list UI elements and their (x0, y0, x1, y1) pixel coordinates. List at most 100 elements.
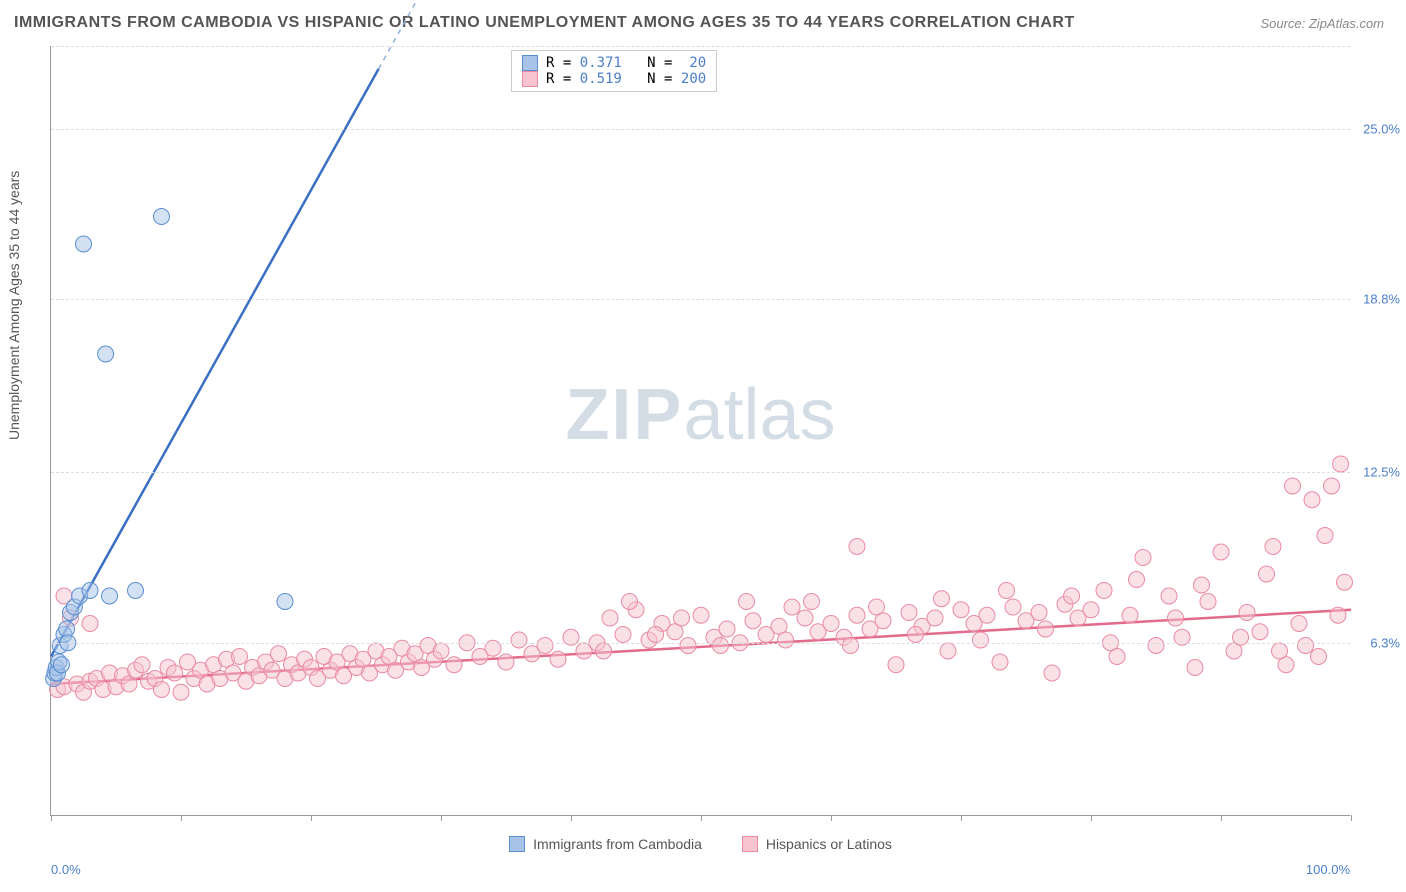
x-tick-mark (1351, 815, 1352, 821)
x-tick-mark (1091, 815, 1092, 821)
data-point (973, 632, 989, 648)
data-point (784, 599, 800, 615)
data-point (622, 594, 638, 610)
data-point (1187, 660, 1203, 676)
source-attribution: Source: ZipAtlas.com (1260, 16, 1384, 31)
data-point (1213, 544, 1229, 560)
data-point (128, 583, 144, 599)
data-point (615, 627, 631, 643)
data-point (797, 610, 813, 626)
trend-line-cambodia (51, 69, 379, 657)
data-point (1239, 605, 1255, 621)
data-point (1285, 478, 1301, 494)
swatch-hispanic-icon (742, 836, 758, 852)
x-tick-mark (571, 815, 572, 821)
x-tick-label: 100.0% (1306, 862, 1350, 877)
y-tick-label: 6.3% (1352, 635, 1400, 650)
data-point (232, 649, 248, 665)
data-point (648, 627, 664, 643)
data-point (953, 602, 969, 618)
data-point (550, 651, 566, 667)
data-point (1311, 649, 1327, 665)
data-point (992, 654, 1008, 670)
legend-series: Immigrants from Cambodia Hispanics or La… (51, 836, 1350, 855)
data-point (1148, 638, 1164, 654)
data-point (908, 627, 924, 643)
grid-line (51, 129, 1350, 130)
x-tick-mark (311, 815, 312, 821)
data-point (999, 583, 1015, 599)
data-point (154, 209, 170, 225)
data-point (134, 657, 150, 673)
y-tick-label: 25.0% (1352, 121, 1400, 136)
data-point (76, 236, 92, 252)
data-point (778, 632, 794, 648)
data-point (1304, 492, 1320, 508)
data-point (674, 610, 690, 626)
data-point (596, 643, 612, 659)
data-point (1161, 588, 1177, 604)
legend-item-cambodia: Immigrants from Cambodia (509, 836, 702, 852)
swatch-cambodia-icon (509, 836, 525, 852)
data-point (1083, 602, 1099, 618)
data-point (1096, 583, 1112, 599)
data-point (433, 643, 449, 659)
data-point (1330, 607, 1346, 623)
data-point (901, 605, 917, 621)
data-point (537, 638, 553, 654)
data-point (940, 643, 956, 659)
y-tick-label: 12.5% (1352, 465, 1400, 480)
data-point (511, 632, 527, 648)
x-tick-mark (441, 815, 442, 821)
data-point (82, 616, 98, 632)
grid-line (51, 643, 1350, 644)
x-tick-mark (701, 815, 702, 821)
plot-area: ZIPatlas R = 0.371 N = 20 R = 0.519 N = … (50, 46, 1350, 816)
data-point (979, 607, 995, 623)
grid-line (51, 299, 1350, 300)
trend-line-cambodia-dashed (379, 0, 506, 69)
data-point (167, 665, 183, 681)
chart-title: IMMIGRANTS FROM CAMBODIA VS HISPANIC OR … (14, 14, 1075, 32)
data-point (843, 638, 859, 654)
data-point (1122, 607, 1138, 623)
data-point (888, 657, 904, 673)
data-point (804, 594, 820, 610)
data-point (98, 346, 114, 362)
x-tick-label: 0.0% (51, 862, 81, 877)
data-point (1298, 638, 1314, 654)
data-point (1005, 599, 1021, 615)
data-point (271, 646, 287, 662)
data-point (1337, 574, 1353, 590)
data-point (680, 638, 696, 654)
data-point (1031, 605, 1047, 621)
plot-svg (51, 46, 1350, 815)
data-point (1324, 478, 1340, 494)
data-point (1259, 566, 1275, 582)
y-tick-label: 18.8% (1352, 292, 1400, 307)
data-point (934, 591, 950, 607)
x-tick-mark (181, 815, 182, 821)
y-axis-label: Unemployment Among Ages 35 to 44 years (6, 171, 22, 440)
data-point (446, 657, 462, 673)
data-point (739, 594, 755, 610)
legend-label-hispanic: Hispanics or Latinos (766, 836, 892, 852)
data-point (1291, 616, 1307, 632)
data-point (1194, 577, 1210, 593)
data-point (1252, 624, 1268, 640)
data-point (713, 638, 729, 654)
data-point (1168, 610, 1184, 626)
data-point (602, 610, 618, 626)
data-point (1272, 643, 1288, 659)
data-point (498, 654, 514, 670)
data-point (823, 616, 839, 632)
data-point (693, 607, 709, 623)
data-point (849, 607, 865, 623)
data-point (1135, 550, 1151, 566)
data-point (82, 583, 98, 599)
data-point (849, 539, 865, 555)
data-point (1038, 621, 1054, 637)
x-tick-mark (51, 815, 52, 821)
x-tick-mark (961, 815, 962, 821)
data-point (154, 682, 170, 698)
